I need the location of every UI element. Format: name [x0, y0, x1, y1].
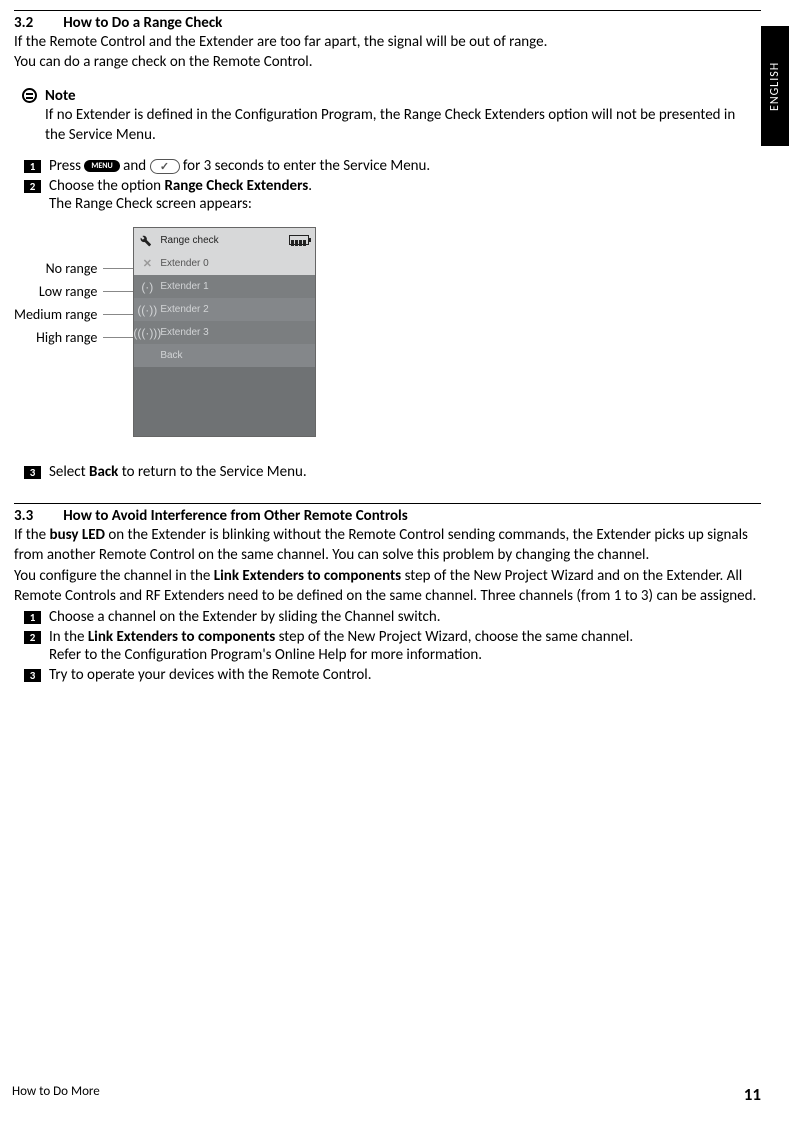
paragraph: If the busy LED on the Extender is blink… — [14, 525, 761, 566]
label-no-range: No range — [14, 257, 133, 280]
screen-blank-area — [134, 367, 315, 436]
label-medium-range: Medium range — [14, 303, 133, 326]
footer-section: How to Do More — [12, 1084, 100, 1105]
step-2-text: In the Link Extenders to components step… — [49, 628, 633, 664]
step-3-text: Try to operate your devices with the Rem… — [49, 666, 372, 684]
note-label: Note — [45, 87, 745, 105]
section-heading-3-3: 3.3 How to Avoid Interference from Other… — [14, 507, 761, 525]
paragraph: If the Remote Control and the Extender a… — [14, 32, 761, 52]
no-signal-icon: ✕ — [134, 257, 160, 270]
screen-row-extender-3: (((·))) Extender 3 — [134, 321, 315, 344]
section-number: 3.2 — [14, 14, 33, 32]
note-text: If no Extender is defined in the Configu… — [45, 105, 745, 146]
step-number-3: 3 — [24, 669, 41, 682]
step-1-text: Press MENU and ✓ for 3 seconds to enter … — [49, 157, 430, 175]
section-title: How to Avoid Interference from Other Rem… — [63, 507, 408, 525]
step-number-3: 3 — [24, 466, 41, 479]
divider — [14, 503, 761, 504]
screen-row-extender-0: ✕ Extender 0 — [134, 252, 315, 275]
screen-row-extender-1: (·) Extender 1 — [134, 275, 315, 298]
section-number: 3.3 — [14, 507, 33, 525]
screen-row-back: Back — [134, 344, 315, 367]
section-title: How to Do a Range Check — [63, 14, 222, 32]
device-screen: Range check ✕ Extender 0 (·) Extender 1 … — [133, 227, 316, 437]
paragraph: You can do a range check on the Remote C… — [14, 52, 761, 72]
step-3-text: Select Back to return to the Service Men… — [49, 463, 307, 481]
signal-low-icon: (·) — [134, 281, 160, 293]
step-number-1: 1 — [24, 160, 41, 173]
range-check-screen-figure: No range Low range Medium range High ran… — [14, 227, 761, 437]
label-high-range: High range — [14, 326, 133, 349]
battery-icon — [289, 235, 309, 245]
page-number: 11 — [744, 1084, 761, 1105]
screen-row-extender-2: ((·)) Extender 2 — [134, 298, 315, 321]
step-1-text: Choose a channel on the Extender by slid… — [49, 608, 441, 626]
signal-high-icon: (((·))) — [134, 327, 160, 339]
menu-button-icon: MENU — [84, 160, 119, 172]
divider — [14, 10, 761, 11]
label-low-range: Low range — [14, 280, 133, 303]
screen-title: Range check — [156, 235, 289, 246]
step-number-2: 2 — [24, 631, 41, 644]
wrench-icon — [134, 233, 156, 247]
section-heading-3-2: 3.2 How to Do a Range Check — [14, 14, 761, 32]
step-2-text: Choose the option Range Check Extenders.… — [49, 177, 312, 213]
step-number-2: 2 — [24, 180, 41, 193]
signal-med-icon: ((·)) — [134, 304, 160, 316]
screen-titlebar: Range check — [134, 228, 315, 252]
paragraph: You configure the channel in the Link Ex… — [14, 566, 761, 607]
note-icon — [22, 88, 37, 103]
step-number-1: 1 — [24, 611, 41, 624]
ok-button-icon: ✓ — [150, 159, 180, 174]
